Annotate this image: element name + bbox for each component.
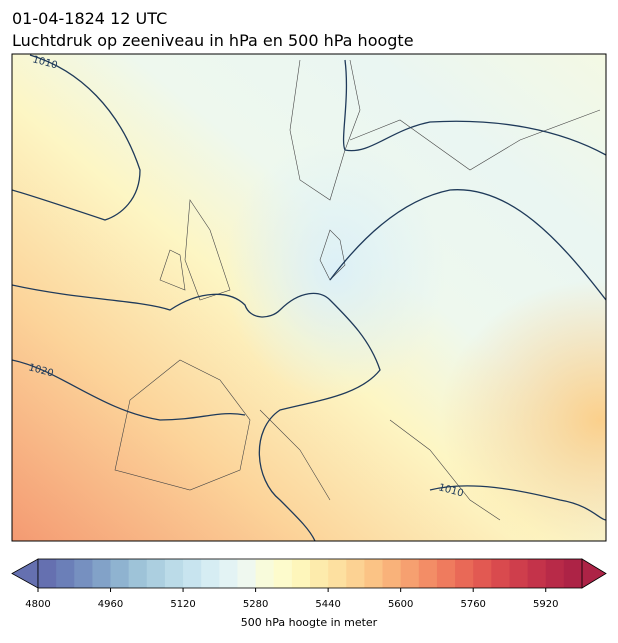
colorbar-segment bbox=[527, 559, 547, 588]
colorbar-tick-label: 5600 bbox=[388, 599, 413, 610]
colorbar-tick-label: 4960 bbox=[98, 599, 123, 610]
colorbar-segment bbox=[436, 559, 456, 588]
colorbar-segment bbox=[273, 559, 293, 588]
colorbar-segment bbox=[128, 559, 148, 588]
subtitle: Luchtdruk op zeeniveau in hPa en 500 hPa… bbox=[12, 31, 414, 50]
colorbar-segment bbox=[219, 559, 238, 588]
colorbar-tick-label: 5280 bbox=[243, 599, 268, 610]
colorbar-segment bbox=[545, 559, 565, 588]
colorbar-segment bbox=[400, 559, 420, 588]
colorbar-segment bbox=[418, 559, 438, 588]
colorbar-segment bbox=[364, 559, 384, 588]
map: 1010 1020 1010 bbox=[12, 54, 606, 541]
colorbar: 4800 4960 5120 5280 5440 5600 5760 5920 bbox=[11, 558, 607, 610]
isobar bbox=[12, 54, 141, 221]
colorbar-segment bbox=[56, 559, 75, 588]
colorbar-extend-high bbox=[581, 558, 607, 589]
colorbar-segment bbox=[509, 559, 529, 588]
colorbar-segment bbox=[346, 559, 365, 588]
isobar bbox=[429, 485, 606, 521]
colorbar-segment bbox=[183, 559, 202, 588]
title: 01-04-1824 12 UTC bbox=[12, 9, 167, 28]
colorbar-tick-label: 5120 bbox=[170, 599, 195, 610]
map-frame bbox=[11, 53, 607, 542]
colorbar-segment bbox=[310, 559, 329, 588]
colorbar-segment bbox=[382, 559, 402, 588]
isobar bbox=[342, 59, 606, 156]
colorbar-tick-label: 5760 bbox=[460, 599, 485, 610]
high-area bbox=[440, 280, 606, 541]
colorbar-label: 500 hPa hoogte in meter bbox=[241, 616, 378, 629]
colorbar-segment bbox=[164, 559, 184, 588]
isobar bbox=[12, 359, 246, 421]
colorbar-segment bbox=[563, 559, 583, 588]
colorbar-frame bbox=[37, 558, 583, 589]
colorbar-segment bbox=[455, 559, 474, 588]
colorbar-tick-label: 5920 bbox=[533, 599, 558, 610]
colorbar-segment bbox=[38, 559, 57, 588]
colorbar-segment bbox=[237, 559, 257, 588]
colorbar-segment bbox=[291, 559, 311, 588]
colorbar-segment bbox=[328, 559, 347, 588]
colorbar-tick-label: 5440 bbox=[315, 599, 340, 610]
colorbar-segment bbox=[255, 559, 275, 588]
colorbar-segment bbox=[473, 559, 492, 588]
colorbar-segment bbox=[201, 559, 220, 588]
colorbar-tick-label: 4800 bbox=[25, 599, 50, 610]
colorbar-segment bbox=[74, 559, 93, 588]
colorbar-extend-low bbox=[11, 558, 39, 589]
colorbar-segment bbox=[491, 559, 510, 588]
low-area bbox=[225, 140, 445, 400]
isobar bbox=[12, 284, 381, 541]
isobar bbox=[329, 189, 606, 301]
colorbar-segment bbox=[92, 559, 112, 588]
colorbar-segment bbox=[146, 559, 166, 588]
colorbar-segment bbox=[110, 559, 130, 588]
coastline bbox=[114, 59, 601, 521]
